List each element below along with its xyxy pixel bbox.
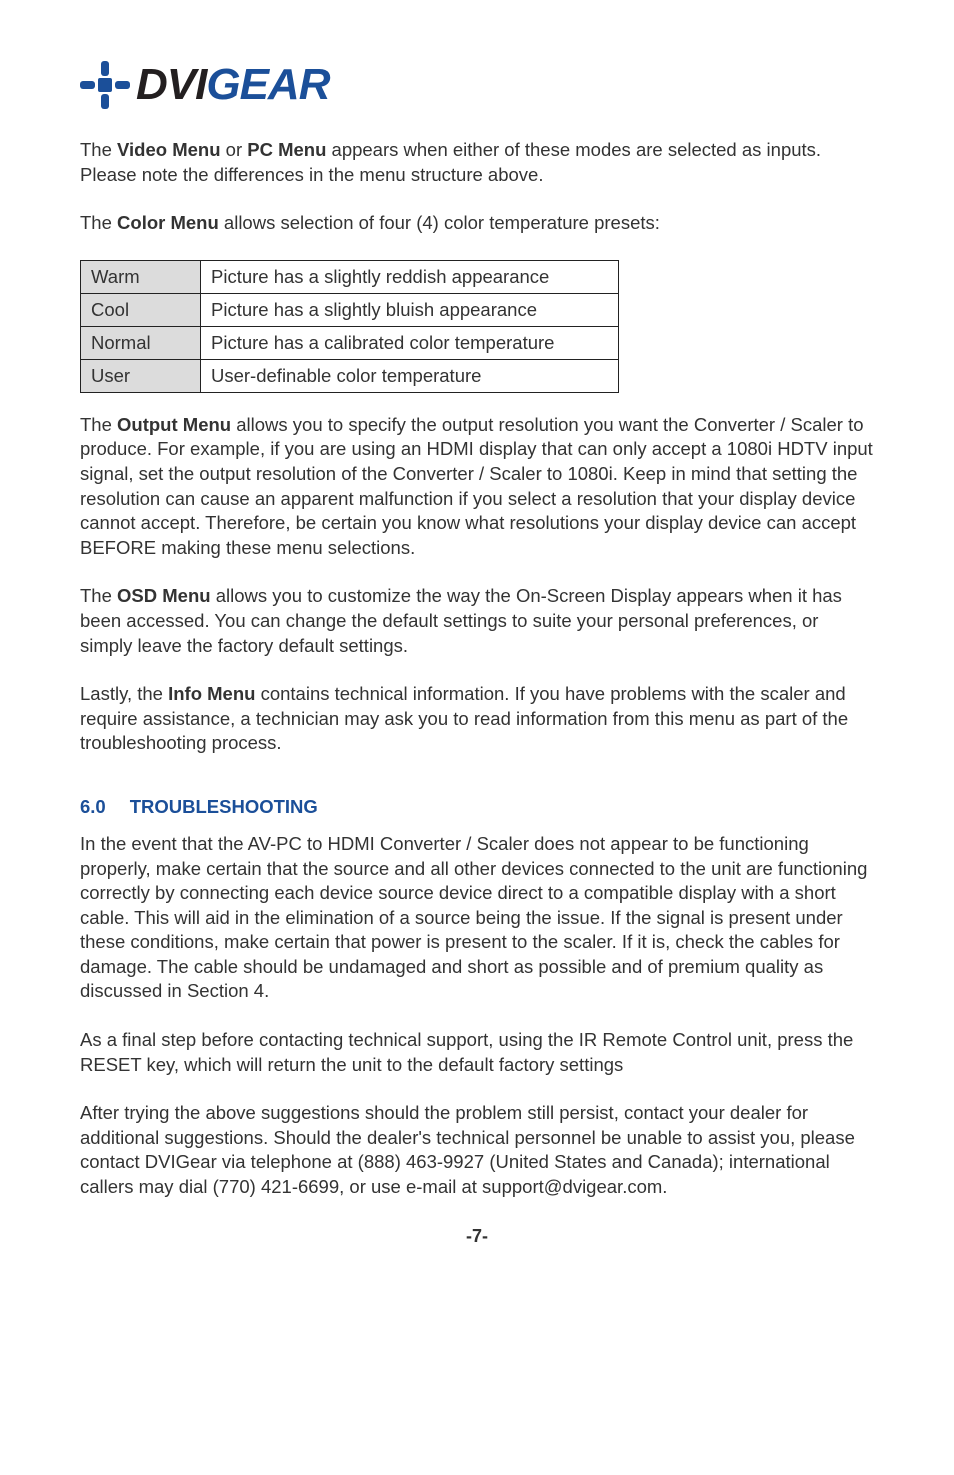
menu-name-info: Info Menu [168, 683, 255, 704]
preset-name: Warm [81, 260, 201, 293]
section-title: TROUBLESHOOTING [130, 796, 318, 817]
preset-desc: User-definable color temperature [201, 359, 619, 392]
troubleshooting-para-1: In the event that the AV-PC to HDMI Conv… [80, 832, 874, 1004]
para-color-menu-intro: The Color Menu allows selection of four … [80, 211, 874, 236]
preset-desc: Picture has a slightly reddish appearanc… [201, 260, 619, 293]
menu-name-video: Video Menu [117, 139, 220, 160]
preset-desc: Picture has a calibrated color temperatu… [201, 326, 619, 359]
logo-text-suffix: GEAR [206, 60, 329, 110]
para-video-pc-menu: The Video Menu or PC Menu appears when e… [80, 138, 874, 187]
logo-text: DVI GEAR [136, 60, 329, 110]
preset-name: Normal [81, 326, 201, 359]
menu-name-color: Color Menu [117, 212, 219, 233]
troubleshooting-para-2: As a final step before contacting techni… [80, 1028, 874, 1077]
menu-name-pc: PC Menu [247, 139, 326, 160]
text: The [80, 139, 117, 160]
page-number: -7- [80, 1226, 874, 1247]
para-osd-menu: The OSD Menu allows you to customize the… [80, 584, 874, 658]
para-info-menu: Lastly, the Info Menu contains technical… [80, 682, 874, 756]
text: Lastly, the [80, 683, 168, 704]
color-preset-table: Warm Picture has a slightly reddish appe… [80, 260, 619, 393]
section-heading-troubleshooting: 6.0 TROUBLESHOOTING [80, 792, 874, 820]
logo-text-prefix: DVI [136, 60, 206, 110]
preset-desc: Picture has a slightly bluish appearance [201, 293, 619, 326]
table-row: User User-definable color temperature [81, 359, 619, 392]
preset-name: User [81, 359, 201, 392]
preset-name: Cool [81, 293, 201, 326]
logo-mark-icon [80, 61, 130, 109]
troubleshooting-para-3: After trying the above suggestions shoul… [80, 1101, 874, 1199]
document-page: DVI GEAR The Video Menu or PC Menu appea… [0, 0, 954, 1277]
menu-name-output: Output Menu [117, 414, 231, 435]
table-row: Cool Picture has a slightly bluish appea… [81, 293, 619, 326]
text: or [221, 139, 248, 160]
text: The [80, 585, 117, 606]
text: allows you to specify the output resolut… [80, 414, 873, 558]
brand-logo: DVI GEAR [80, 60, 874, 110]
text: The [80, 414, 117, 435]
text: allows selection of four (4) color tempe… [219, 212, 660, 233]
table-row: Warm Picture has a slightly reddish appe… [81, 260, 619, 293]
menu-name-osd: OSD Menu [117, 585, 211, 606]
text: The [80, 212, 117, 233]
section-number: 6.0 [80, 796, 106, 817]
para-output-menu: The Output Menu allows you to specify th… [80, 413, 874, 561]
table-row: Normal Picture has a calibrated color te… [81, 326, 619, 359]
